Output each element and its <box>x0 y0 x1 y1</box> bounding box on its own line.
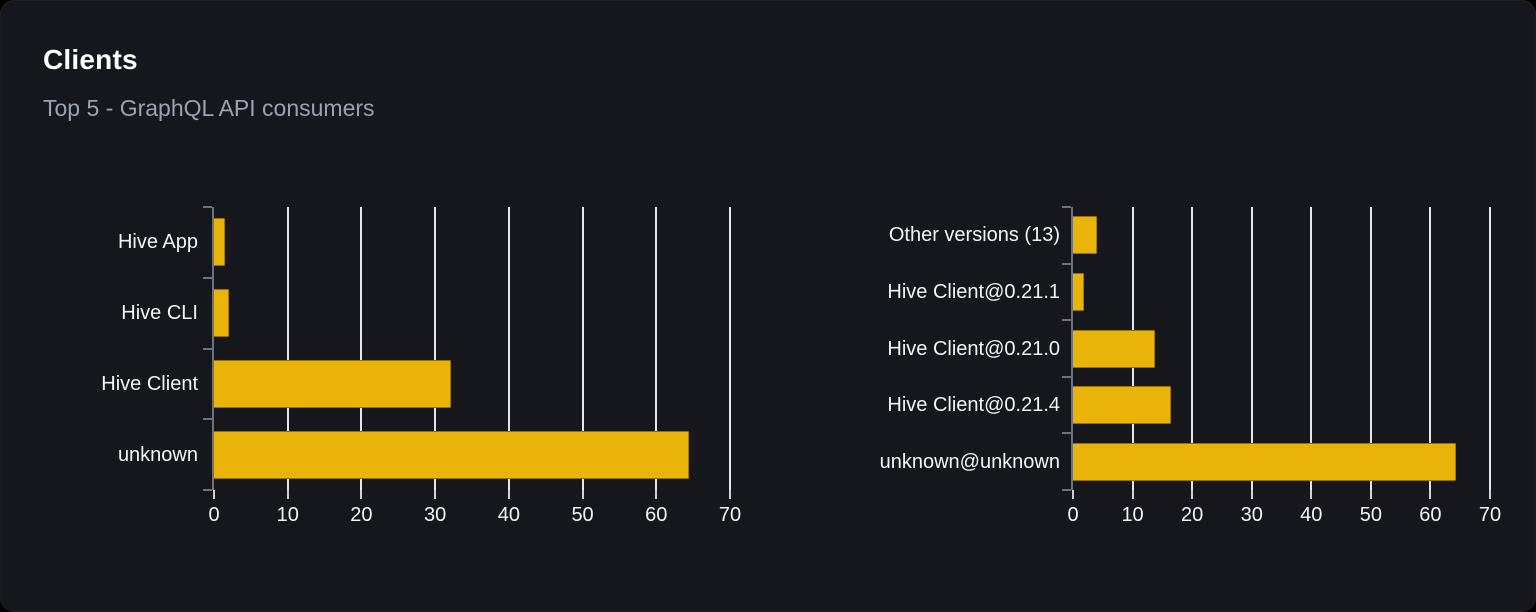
y-axis-tick <box>1062 432 1071 435</box>
x-axis-tick <box>1310 490 1313 499</box>
gridline <box>729 207 731 490</box>
x-tick-label: 60 <box>645 504 668 526</box>
y-axis-tick <box>203 418 212 421</box>
gridline <box>1250 207 1253 490</box>
plot-area: 0 10 20 30 40 50 60 70 <box>203 206 741 526</box>
y-axis-line <box>212 207 214 490</box>
x-axis-tick <box>581 490 584 499</box>
plot-area: 0 10 20 30 40 50 60 70 <box>1062 206 1501 526</box>
x-tick-label: 20 <box>1181 504 1204 526</box>
x-tick-label: 30 <box>424 504 447 526</box>
gridline <box>1310 207 1313 490</box>
x-tick-label: 30 <box>1240 504 1263 526</box>
x-axis-tick <box>1072 490 1074 499</box>
x-axis-tick <box>729 490 731 499</box>
category-label: Hive App <box>117 231 198 254</box>
gridline <box>1191 207 1194 490</box>
x-tick-label: 70 <box>1478 504 1502 526</box>
x-tick-label: 50 <box>1359 504 1382 526</box>
x-tick-label: 70 <box>718 504 742 526</box>
category-label: unknown@unknown <box>879 450 1060 473</box>
x-axis-tick <box>1489 490 1491 499</box>
bar-other-versions-13-[interactable] <box>1073 216 1097 255</box>
bar-hive-cli[interactable] <box>214 289 230 338</box>
chart-clients-by-name: Hive App Hive CLI Hive Client unknown 0 10 20… <box>0 206 780 537</box>
y-axis-tick <box>1062 489 1071 491</box>
x-axis-tick <box>1369 490 1372 499</box>
y-axis-tick <box>203 347 212 350</box>
y-axis-tick <box>1062 262 1071 265</box>
bar-hive-client-0.21.1[interactable] <box>1073 272 1085 311</box>
panel-title: Clients <box>43 44 138 75</box>
category-label: Other versions (13) <box>888 224 1060 247</box>
gridline <box>1429 207 1432 490</box>
x-axis-tick <box>1250 490 1253 499</box>
x-tick-label: 40 <box>497 504 520 526</box>
bar-hive-client-0.21.0[interactable] <box>1073 329 1155 368</box>
x-axis-tick <box>1429 490 1432 499</box>
x-axis-tick <box>655 490 658 499</box>
bar-hive-app[interactable] <box>214 218 226 267</box>
gridline <box>286 207 289 490</box>
category-label: unknown <box>117 443 198 466</box>
gridline <box>655 207 658 490</box>
x-axis-tick <box>213 490 215 499</box>
category-label: Hive CLI <box>121 302 198 325</box>
x-tick-label: 60 <box>1419 504 1442 526</box>
y-axis-tick <box>203 489 212 491</box>
gridline <box>1489 207 1491 490</box>
bar-unknown[interactable] <box>214 430 689 479</box>
x-axis-tick <box>1131 490 1134 499</box>
gridline <box>1369 207 1372 490</box>
y-axis-tick <box>1062 319 1071 322</box>
gridline <box>507 207 510 490</box>
chart-clients-by-version: Other versions (13) Hive Client@0.21.1 Hiv… <box>820 206 1536 537</box>
x-tick-label: 50 <box>571 504 594 526</box>
x-tick-label: 0 <box>1067 504 1079 526</box>
gridline <box>434 207 437 490</box>
x-axis-tick <box>286 490 289 499</box>
panel-subtitle: Top 5 - GraphQL API consumers <box>43 95 375 121</box>
x-tick-label: 0 <box>208 504 220 526</box>
y-axis-tick <box>1062 375 1071 378</box>
bar-hive-client[interactable] <box>214 359 451 408</box>
x-axis-tick <box>507 490 510 499</box>
category-label: Hive Client@0.21.4 <box>887 394 1060 417</box>
bar-unknown-unknown[interactable] <box>1073 442 1457 481</box>
category-label: Hive Client <box>101 372 198 395</box>
y-axis-labels: Hive App Hive CLI Hive Client unknown <box>0 207 198 490</box>
x-tick-label: 20 <box>350 504 373 526</box>
y-axis-tick <box>1062 206 1071 208</box>
bar-hive-client-0.21.4[interactable] <box>1073 386 1171 425</box>
y-axis-line <box>1071 207 1073 490</box>
x-tick-label: 10 <box>1121 504 1144 526</box>
x-axis-tick <box>1191 490 1194 499</box>
category-label: Hive Client@0.21.1 <box>887 280 1060 303</box>
x-tick-label: 10 <box>276 504 299 526</box>
y-axis-tick <box>203 276 212 279</box>
gridline <box>360 207 363 490</box>
y-axis-tick <box>203 206 212 208</box>
category-label: Hive Client@0.21.0 <box>887 337 1060 360</box>
gridline <box>581 207 584 490</box>
x-tick-label: 40 <box>1300 504 1323 526</box>
y-axis-labels: Other versions (13) Hive Client@0.21.1 Hiv… <box>820 207 1060 490</box>
x-axis-tick <box>434 490 437 499</box>
x-axis-tick <box>360 490 363 499</box>
